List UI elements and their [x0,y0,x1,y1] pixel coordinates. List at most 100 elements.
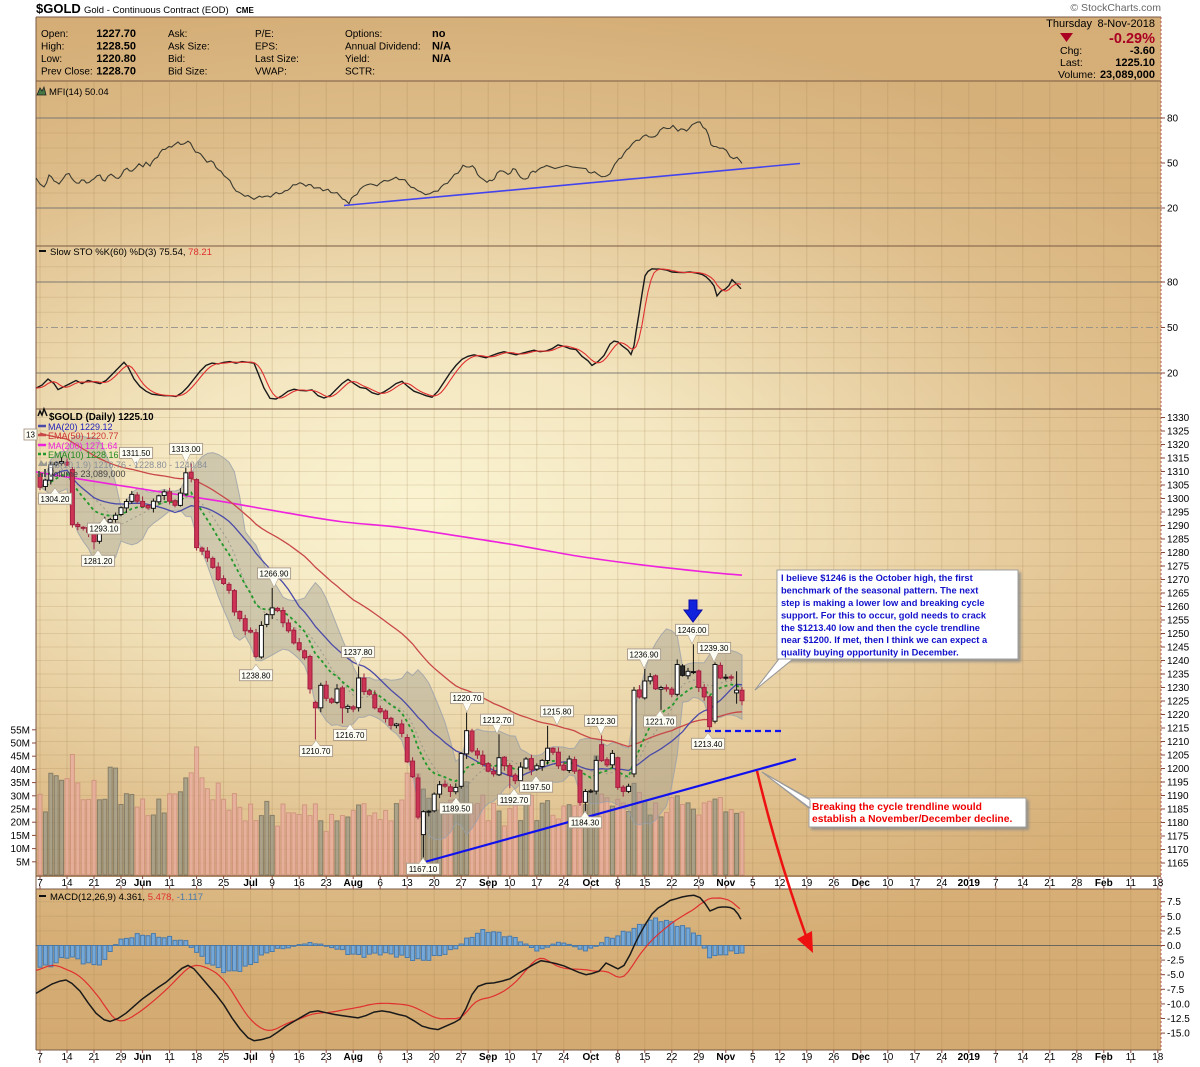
svg-text:17: 17 [909,1052,921,1063]
svg-text:1300: 1300 [1167,494,1190,505]
svg-text:1215: 1215 [1167,724,1190,735]
svg-text:1313.00: 1313.00 [172,445,201,454]
svg-text:no: no [432,28,446,40]
svg-text:1189.50: 1189.50 [442,805,471,814]
svg-text:1238.80: 1238.80 [242,671,271,680]
svg-text:27: 27 [456,878,468,889]
svg-text:Low:: Low: [41,54,62,65]
svg-text:Annual Dividend:: Annual Dividend: [345,42,421,53]
svg-text:12: 12 [774,1052,786,1063]
svg-text:11: 11 [164,878,175,889]
svg-text:5: 5 [750,878,756,889]
svg-text:1304.20: 1304.20 [41,495,70,504]
svg-text:1305: 1305 [1167,481,1190,492]
svg-text:1255: 1255 [1167,616,1190,627]
svg-text:1180: 1180 [1167,818,1189,829]
svg-text:1210.70: 1210.70 [302,747,331,756]
svg-text:1228.50: 1228.50 [96,41,136,53]
svg-text:27: 27 [456,1052,468,1063]
svg-text:1260: 1260 [1167,602,1190,613]
svg-text:Aug: Aug [343,1052,362,1063]
svg-text:1240: 1240 [1167,656,1190,667]
svg-text:1290: 1290 [1167,521,1190,532]
svg-text:N/A: N/A [432,53,451,65]
svg-text:establish a November/December: establish a November/December decline. [812,814,1012,825]
svg-text:support. For this to occur, go: support. For this to occur, gold needs t… [781,610,987,620]
svg-text:1293.10: 1293.10 [90,525,119,534]
svg-text:the $1213.40 low and then the: the $1213.40 low and then the cycle tren… [781,623,980,633]
svg-text:P/E:: P/E: [255,29,274,40]
svg-text:22: 22 [666,1052,678,1063]
svg-text:$GOLD: $GOLD [36,1,81,16]
svg-text:23: 23 [321,1052,333,1063]
svg-text:25M: 25M [11,805,30,816]
svg-text:1170: 1170 [1167,845,1189,856]
svg-text:21: 21 [88,878,100,889]
svg-text:1250: 1250 [1167,629,1190,640]
svg-text:1295: 1295 [1167,508,1190,519]
svg-text:28: 28 [1071,1052,1083,1063]
svg-text:-0.29%: -0.29% [1109,31,1155,47]
svg-text:1215.80: 1215.80 [543,707,572,716]
svg-text:1228.70: 1228.70 [96,66,136,78]
svg-text:10: 10 [504,1052,516,1063]
svg-text:1285: 1285 [1167,535,1190,546]
svg-text:11: 11 [164,1052,175,1063]
svg-text:Last Size:: Last Size: [255,54,299,65]
svg-text:I believe $1246 is the October: I believe $1246 is the October high, the… [781,573,973,583]
svg-text:26: 26 [828,1052,840,1063]
svg-text:Jun: Jun [134,1052,152,1063]
svg-text:Breaking the cycle trendline w: Breaking the cycle trendline would [812,802,982,813]
svg-text:Nov: Nov [716,1052,735,1063]
svg-text:24: 24 [558,1052,570,1063]
svg-text:1167.10: 1167.10 [409,865,438,874]
svg-text:11: 11 [1126,1052,1137,1063]
svg-text:Last:: Last: [1060,57,1083,69]
svg-text:1315: 1315 [1167,454,1190,465]
svg-text:5.0: 5.0 [1167,912,1181,923]
svg-text:17: 17 [531,878,543,889]
svg-text:20: 20 [429,878,441,889]
svg-text:quality buying opportunity in: quality buying opportunity in December. [781,648,959,658]
svg-text:10M: 10M [11,844,30,855]
svg-text:Dec: Dec [852,1052,871,1063]
svg-text:CME: CME [236,6,254,15]
svg-text:$GOLD (Daily) 1225.10: $GOLD (Daily) 1225.10 [49,412,154,423]
svg-text:1280: 1280 [1167,548,1190,559]
svg-text:1275: 1275 [1167,562,1190,573]
svg-text:9: 9 [269,878,275,889]
svg-text:1190: 1190 [1167,791,1189,802]
svg-text:2.5: 2.5 [1167,926,1181,937]
svg-text:12: 12 [774,878,786,889]
svg-text:Gold - Continuous Contract (EO: Gold - Continuous Contract (EOD) [84,5,229,16]
svg-text:29: 29 [693,878,705,889]
svg-text:29: 29 [115,878,127,889]
svg-text:Ask:: Ask: [168,29,187,40]
svg-text:Open:: Open: [41,29,68,40]
svg-text:1197.50: 1197.50 [522,783,551,792]
svg-text:step is making a lower low and: step is making a lower low and breaking … [781,598,985,608]
svg-text:17: 17 [531,1052,543,1063]
svg-text:13: 13 [26,431,35,440]
svg-text:23: 23 [321,878,333,889]
svg-text:15: 15 [639,1052,651,1063]
svg-text:Nov: Nov [716,878,735,889]
svg-text:near $1200. If met, then I thi: near $1200. If met, then I think we can … [781,635,988,645]
svg-text:30M: 30M [11,791,30,802]
svg-text:55M: 55M [11,725,30,736]
svg-text:1230: 1230 [1167,683,1190,694]
svg-text:Oct: Oct [582,1052,599,1063]
svg-text:1212.70: 1212.70 [483,716,512,725]
svg-text:21: 21 [88,1052,100,1063]
svg-text:1220.80: 1220.80 [96,53,136,65]
svg-text:9: 9 [269,1052,275,1063]
svg-text:16: 16 [294,1052,306,1063]
svg-text:21: 21 [1044,878,1056,889]
svg-text:Bid Size:: Bid Size: [168,67,207,78]
svg-text:6: 6 [377,1052,383,1063]
svg-text:5M: 5M [16,857,30,868]
svg-text:7: 7 [37,1052,43,1063]
svg-text:Dec: Dec [852,878,871,889]
svg-text:Jul: Jul [243,878,258,889]
svg-text:-7.5: -7.5 [1167,985,1185,996]
